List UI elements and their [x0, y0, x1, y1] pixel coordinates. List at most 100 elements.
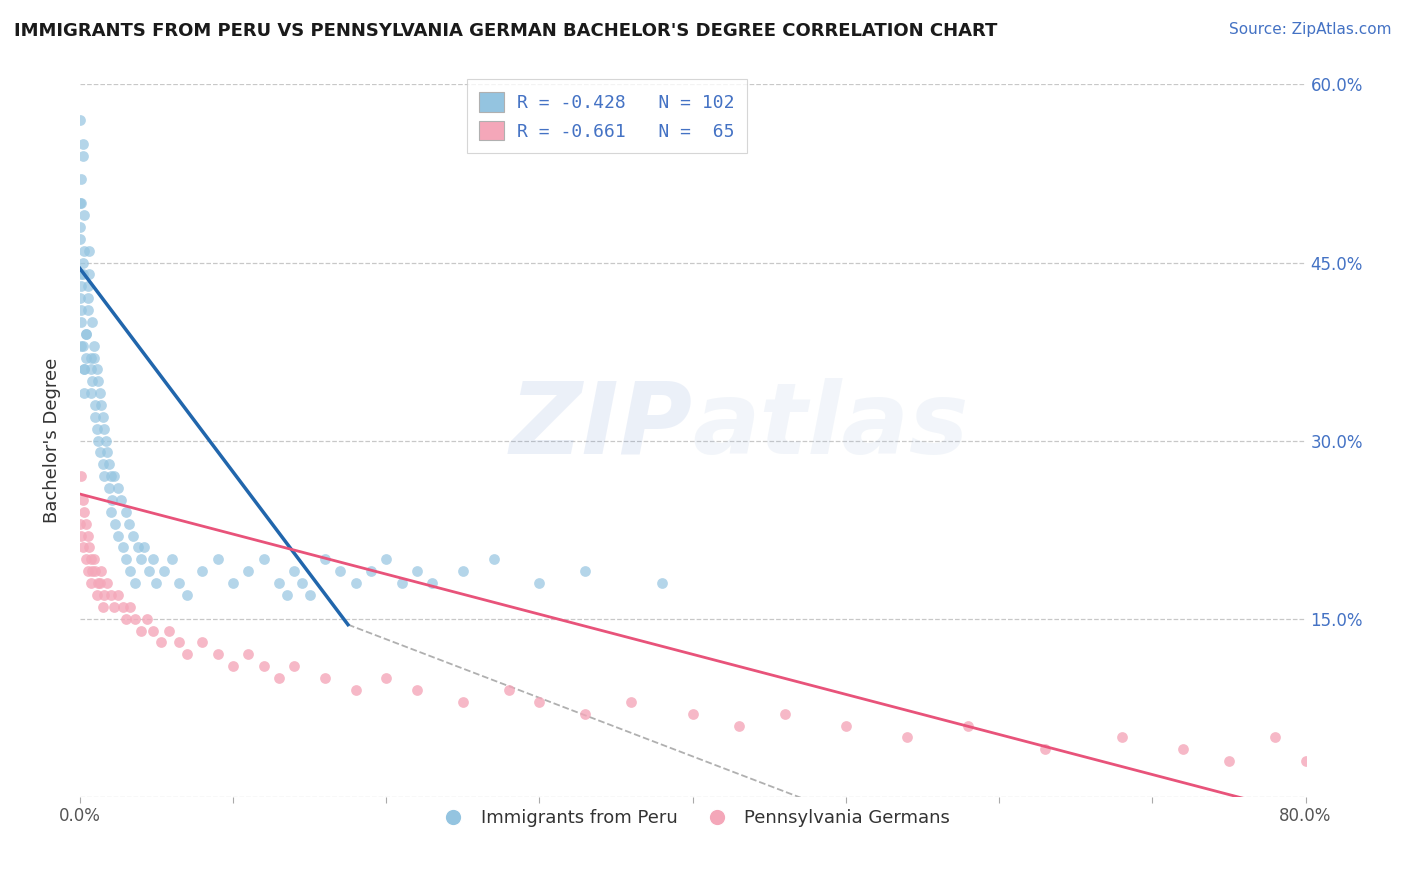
Point	[107, 481, 129, 495]
Point	[267, 671, 290, 685]
Point	[114, 552, 136, 566]
Point	[90, 564, 112, 578]
Point	[191, 564, 214, 578]
Point	[72, 338, 94, 352]
Point	[70, 279, 93, 293]
Point	[79, 552, 101, 566]
Point	[314, 671, 336, 685]
Point	[72, 541, 94, 555]
Point	[127, 541, 149, 555]
Point	[91, 409, 114, 424]
Point	[77, 244, 100, 258]
Point	[93, 422, 115, 436]
Point	[1033, 742, 1056, 756]
Point	[76, 564, 98, 578]
Point	[574, 564, 596, 578]
Point	[79, 576, 101, 591]
Text: IMMIGRANTS FROM PERU VS PENNSYLVANIA GERMAN BACHELOR'S DEGREE CORRELATION CHART: IMMIGRANTS FROM PERU VS PENNSYLVANIA GER…	[14, 22, 997, 40]
Point	[79, 362, 101, 376]
Point	[73, 362, 96, 376]
Point	[529, 576, 551, 591]
Point	[482, 552, 505, 566]
Point	[298, 588, 321, 602]
Text: ZIP: ZIP	[510, 378, 693, 475]
Point	[107, 528, 129, 542]
Point	[176, 648, 198, 662]
Point	[89, 386, 111, 401]
Point	[84, 409, 107, 424]
Point	[69, 232, 91, 246]
Point	[70, 315, 93, 329]
Point	[451, 695, 474, 709]
Point	[114, 505, 136, 519]
Point	[136, 612, 159, 626]
Point	[73, 244, 96, 258]
Point	[111, 541, 134, 555]
Point	[134, 541, 156, 555]
Point	[375, 671, 398, 685]
Point	[79, 386, 101, 401]
Point	[79, 351, 101, 365]
Point	[83, 351, 105, 365]
Point	[69, 516, 91, 531]
Point	[529, 695, 551, 709]
Point	[70, 528, 93, 542]
Point	[75, 516, 97, 531]
Point	[101, 493, 124, 508]
Point	[103, 599, 125, 614]
Point	[1111, 731, 1133, 745]
Point	[69, 196, 91, 211]
Point	[169, 576, 191, 591]
Point	[76, 528, 98, 542]
Point	[73, 362, 96, 376]
Point	[70, 469, 93, 483]
Point	[70, 196, 93, 211]
Point	[406, 682, 429, 697]
Point	[100, 505, 122, 519]
Point	[86, 422, 108, 436]
Point	[222, 659, 245, 673]
Point	[114, 612, 136, 626]
Point	[207, 552, 229, 566]
Point	[75, 552, 97, 566]
Point	[291, 576, 314, 591]
Point	[160, 552, 183, 566]
Point	[150, 635, 173, 649]
Point	[238, 648, 260, 662]
Point	[329, 564, 352, 578]
Point	[75, 326, 97, 341]
Point	[1171, 742, 1194, 756]
Point	[1218, 754, 1240, 768]
Point	[391, 576, 413, 591]
Point	[283, 564, 305, 578]
Point	[406, 564, 429, 578]
Point	[93, 469, 115, 483]
Point	[420, 576, 443, 591]
Point	[69, 113, 91, 128]
Point	[84, 564, 107, 578]
Point	[727, 718, 749, 732]
Point	[207, 648, 229, 662]
Point	[110, 493, 132, 508]
Point	[283, 659, 305, 673]
Point	[314, 552, 336, 566]
Point	[89, 445, 111, 459]
Point	[91, 599, 114, 614]
Point	[84, 398, 107, 412]
Point	[73, 505, 96, 519]
Point	[896, 731, 918, 745]
Point	[124, 576, 146, 591]
Point	[69, 291, 91, 305]
Point	[129, 624, 152, 638]
Point	[70, 172, 93, 186]
Point	[83, 338, 105, 352]
Point	[76, 303, 98, 318]
Point	[176, 588, 198, 602]
Point	[98, 458, 121, 472]
Point	[87, 374, 110, 388]
Point	[73, 386, 96, 401]
Point	[620, 695, 643, 709]
Point	[75, 351, 97, 365]
Point	[145, 576, 167, 591]
Y-axis label: Bachelor's Degree: Bachelor's Degree	[44, 358, 60, 524]
